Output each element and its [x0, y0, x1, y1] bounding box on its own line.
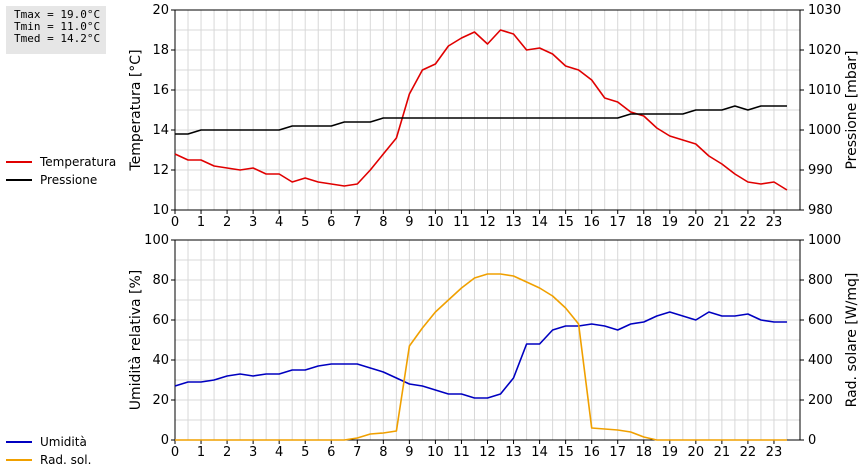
x-tick-label: 8	[379, 445, 387, 460]
y-tick-label: 12	[152, 163, 169, 178]
stats-box: Tmax = 19.0°C Tmin = 11.0°C Tmed = 14.2°…	[6, 6, 106, 54]
x-tick-label: 16	[583, 215, 600, 230]
y-tick-label: 14	[152, 123, 169, 138]
series-line-pressione	[175, 105, 787, 135]
stat-tmed: Tmed = 14.2°C	[14, 32, 101, 45]
y2-tick-label: 1030	[808, 3, 841, 18]
legend-item-temperatura: Temperatura	[6, 153, 116, 171]
x-tick-label: 21	[714, 445, 731, 460]
y-tick-label: 100	[144, 233, 169, 248]
y2-tick-label: 1010	[808, 83, 841, 98]
x-tick-label: 14	[531, 215, 548, 230]
x-tick-label: 4	[275, 215, 283, 230]
y-axis-label: Umidità relativa [%]	[128, 270, 144, 411]
y2-tick-label: 400	[808, 353, 833, 368]
x-tick-label: 19	[662, 445, 679, 460]
stat-tmax: Tmax = 19.0°C	[14, 8, 101, 21]
x-tick-label: 12	[479, 215, 496, 230]
x-tick-label: 23	[766, 445, 783, 460]
x-tick-label: 9	[405, 215, 413, 230]
stat-tmin: Tmin = 11.0°C	[14, 20, 101, 33]
x-tick-label: 14	[531, 445, 548, 460]
legend-label: Temperatura	[40, 155, 117, 169]
y2-tick-label: 1000	[808, 123, 841, 138]
y-axis-label: Temperatura [°C]	[128, 49, 144, 171]
series-line-rad-sol	[175, 273, 787, 441]
x-tick-label: 23	[766, 215, 783, 230]
x-tick-label: 10	[427, 445, 444, 460]
y2-tick-label: 1000	[808, 233, 841, 248]
x-tick-label: 15	[557, 215, 574, 230]
x-tick-label: 5	[301, 445, 309, 460]
y2-tick-label: 800	[808, 273, 833, 288]
y2-axis-label: Pressione [mbar]	[844, 50, 860, 169]
y2-tick-label: 600	[808, 313, 833, 328]
x-tick-label: 13	[505, 215, 522, 230]
legend-swatch	[6, 179, 32, 181]
x-tick-label: 11	[453, 215, 470, 230]
y-tick-label: 40	[152, 353, 169, 368]
legend-label: Pressione	[40, 173, 98, 187]
series-line-umidit	[174, 311, 787, 399]
x-tick-label: 6	[327, 445, 335, 460]
x-tick-label: 19	[662, 215, 679, 230]
legend-item-pressione: Pressione	[6, 171, 116, 189]
x-tick-label: 3	[249, 215, 257, 230]
x-tick-label: 22	[740, 215, 757, 230]
x-tick-label: 9	[405, 445, 413, 460]
x-tick-label: 6	[327, 215, 335, 230]
x-tick-label: 16	[583, 445, 600, 460]
y-tick-label: 16	[152, 83, 169, 98]
x-tick-label: 10	[427, 215, 444, 230]
x-tick-label: 20	[688, 445, 705, 460]
y2-tick-label: 0	[808, 433, 816, 448]
x-tick-label: 21	[714, 215, 731, 230]
x-tick-label: 1	[197, 215, 205, 230]
y2-tick-label: 200	[808, 393, 833, 408]
x-tick-label: 7	[353, 445, 361, 460]
legend-top: Temperatura Pressione	[6, 153, 116, 189]
y-tick-label: 60	[152, 313, 169, 328]
y-tick-label: 20	[152, 393, 169, 408]
series-line-temperatura	[174, 29, 788, 191]
x-tick-label: 2	[223, 215, 231, 230]
x-tick-label: 17	[609, 215, 626, 230]
y2-axis-label: Rad. solare [W/mq]	[844, 273, 860, 408]
y-tick-label: 0	[161, 433, 169, 448]
legend-swatch	[6, 161, 32, 163]
y2-tick-label: 990	[808, 163, 833, 178]
x-tick-label: 3	[249, 445, 257, 460]
x-tick-label: 22	[740, 445, 757, 460]
x-tick-label: 13	[505, 445, 522, 460]
y-tick-label: 20	[152, 3, 169, 18]
x-tick-label: 11	[453, 445, 470, 460]
x-tick-label: 5	[301, 215, 309, 230]
y-tick-label: 10	[152, 203, 169, 218]
y-tick-label: 80	[152, 273, 169, 288]
legend-item-umidita: Umidità	[6, 433, 91, 451]
x-tick-label: 0	[171, 215, 179, 230]
x-tick-label: 4	[275, 445, 283, 460]
x-tick-label: 1	[197, 445, 205, 460]
y-tick-label: 18	[152, 43, 169, 58]
x-tick-label: 17	[609, 445, 626, 460]
y2-tick-label: 1020	[808, 43, 841, 58]
x-tick-label: 20	[688, 215, 705, 230]
x-tick-label: 18	[635, 215, 652, 230]
x-tick-label: 7	[353, 215, 361, 230]
y2-tick-label: 980	[808, 203, 833, 218]
x-tick-label: 15	[557, 445, 574, 460]
legend-swatch	[6, 441, 32, 443]
x-tick-label: 0	[171, 445, 179, 460]
x-tick-label: 18	[635, 445, 652, 460]
x-tick-label: 12	[479, 445, 496, 460]
x-tick-label: 2	[223, 445, 231, 460]
legend-label: Umidità	[40, 435, 87, 449]
x-tick-label: 8	[379, 215, 387, 230]
